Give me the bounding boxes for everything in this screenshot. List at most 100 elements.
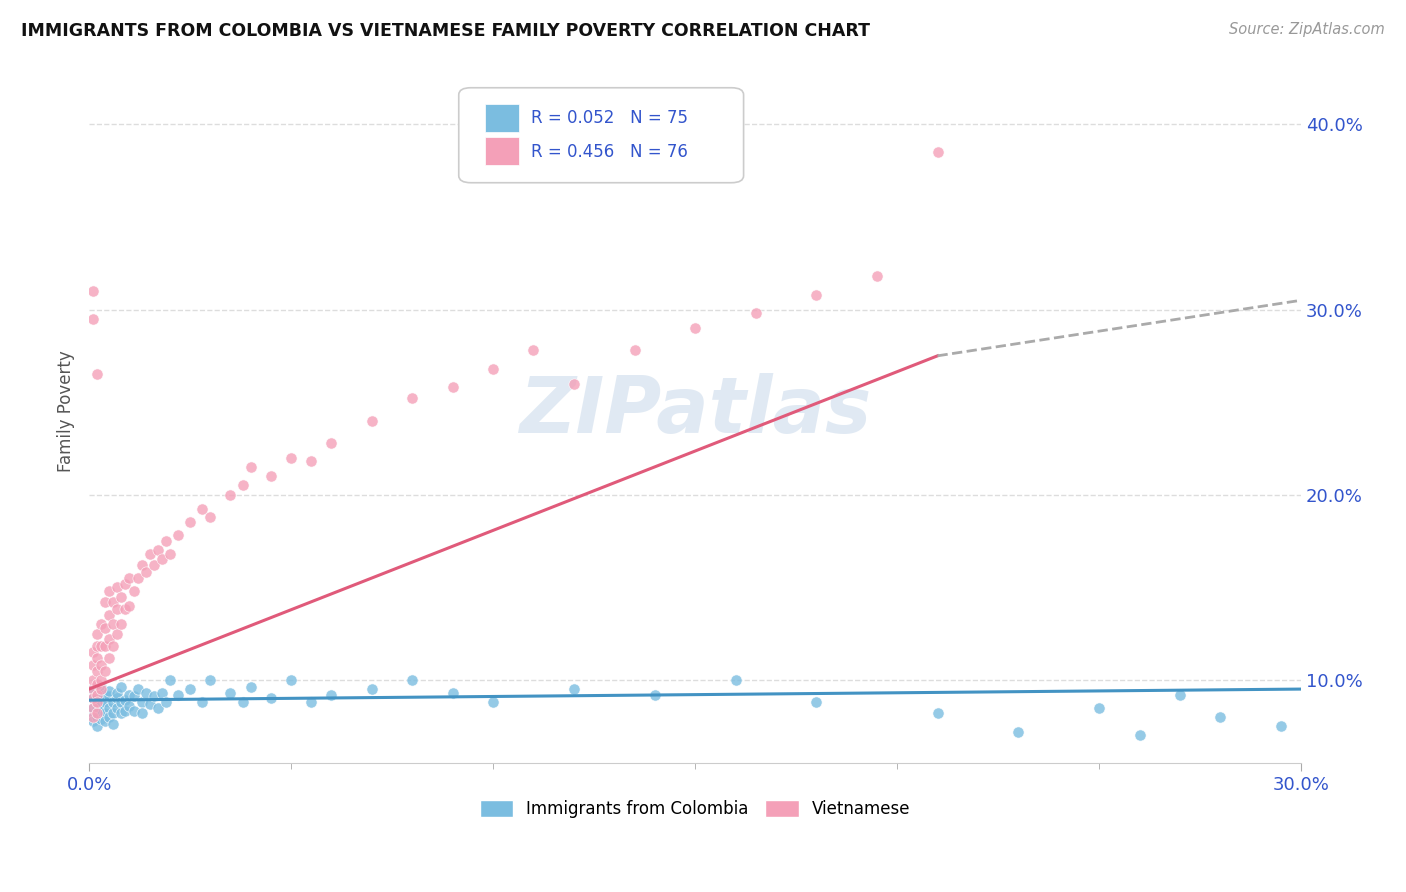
Point xyxy=(103,617,125,632)
Point xyxy=(562,376,585,391)
Point xyxy=(150,686,173,700)
Point xyxy=(299,454,322,468)
Point xyxy=(299,695,322,709)
Point xyxy=(159,673,181,687)
Point xyxy=(82,284,104,298)
Point xyxy=(280,450,302,465)
Point xyxy=(219,488,242,502)
Point xyxy=(155,533,177,548)
Point xyxy=(82,682,104,697)
Point xyxy=(90,682,112,697)
Point xyxy=(82,714,104,728)
Point xyxy=(179,682,201,697)
Point xyxy=(441,380,464,394)
Point xyxy=(90,712,112,726)
Point xyxy=(280,673,302,687)
Point xyxy=(94,688,117,702)
Point xyxy=(522,343,544,358)
Text: R = 0.456   N = 76: R = 0.456 N = 76 xyxy=(531,143,689,161)
Point xyxy=(105,700,128,714)
Point xyxy=(260,469,283,483)
Point xyxy=(98,607,121,622)
Point xyxy=(86,688,108,702)
Point xyxy=(806,695,828,709)
Point xyxy=(98,583,121,598)
Legend: Immigrants from Colombia, Vietnamese: Immigrants from Colombia, Vietnamese xyxy=(472,794,917,825)
Point xyxy=(401,673,423,687)
Point xyxy=(105,686,128,700)
Point xyxy=(114,576,136,591)
Point xyxy=(1007,724,1029,739)
Point xyxy=(82,691,104,706)
Point xyxy=(142,690,165,704)
Point xyxy=(90,704,112,718)
Point xyxy=(146,543,169,558)
Point xyxy=(191,502,214,516)
Point xyxy=(138,547,160,561)
Point xyxy=(127,682,149,697)
Point xyxy=(122,690,145,704)
FancyBboxPatch shape xyxy=(485,104,519,132)
Point xyxy=(86,626,108,640)
Y-axis label: Family Poverty: Family Poverty xyxy=(58,351,75,472)
Point xyxy=(482,695,505,709)
Point xyxy=(122,704,145,718)
Point xyxy=(150,552,173,566)
Point xyxy=(360,414,382,428)
Point xyxy=(138,697,160,711)
Point xyxy=(744,306,766,320)
Point xyxy=(122,583,145,598)
Point xyxy=(110,617,132,632)
Text: R = 0.052   N = 75: R = 0.052 N = 75 xyxy=(531,109,689,127)
Point xyxy=(110,590,132,604)
Point xyxy=(82,682,104,697)
Point xyxy=(103,706,125,720)
Point xyxy=(94,695,117,709)
Point xyxy=(200,673,222,687)
Point xyxy=(86,690,108,704)
Text: ZIPatlas: ZIPatlas xyxy=(519,374,872,450)
Point xyxy=(1168,688,1191,702)
Point xyxy=(90,640,112,654)
Point xyxy=(103,640,125,654)
FancyBboxPatch shape xyxy=(458,87,744,183)
Point xyxy=(94,621,117,635)
Point xyxy=(127,571,149,585)
Point xyxy=(82,658,104,673)
Point xyxy=(1128,728,1150,742)
Point xyxy=(179,516,201,530)
Point xyxy=(82,311,104,326)
Point xyxy=(82,706,104,720)
Point xyxy=(927,706,949,720)
Point xyxy=(82,700,104,714)
Point xyxy=(103,695,125,709)
Point xyxy=(118,698,141,713)
Point xyxy=(200,509,222,524)
Point xyxy=(724,673,747,687)
Point xyxy=(86,700,108,714)
Point xyxy=(86,368,108,382)
FancyBboxPatch shape xyxy=(485,137,519,165)
Point xyxy=(110,695,132,709)
Point xyxy=(98,710,121,724)
Point xyxy=(927,145,949,160)
Point xyxy=(167,528,190,542)
Point xyxy=(232,695,254,709)
Point xyxy=(219,686,242,700)
Point xyxy=(90,697,112,711)
Point xyxy=(86,650,108,665)
Point xyxy=(232,478,254,492)
Point xyxy=(103,595,125,609)
Point xyxy=(135,566,157,580)
Point xyxy=(131,706,153,720)
Point xyxy=(86,695,108,709)
Point xyxy=(239,680,262,694)
Text: Source: ZipAtlas.com: Source: ZipAtlas.com xyxy=(1229,22,1385,37)
Point xyxy=(105,691,128,706)
Point xyxy=(94,664,117,678)
Point xyxy=(110,706,132,720)
Point xyxy=(806,287,828,301)
Point xyxy=(94,706,117,720)
Point xyxy=(110,680,132,694)
Point xyxy=(90,658,112,673)
